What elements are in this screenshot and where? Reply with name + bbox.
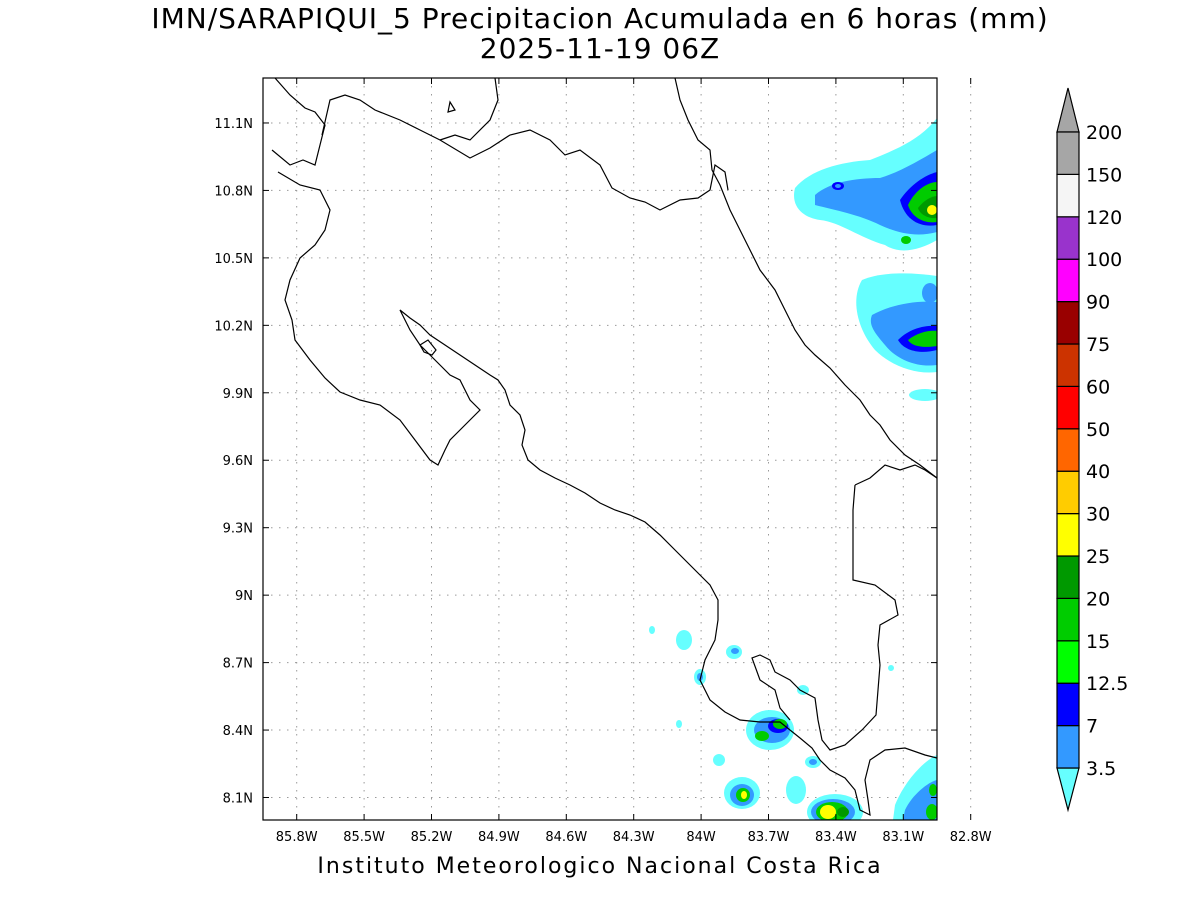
lon-tick-label: 84.6W xyxy=(545,830,587,845)
colorbar-label: 3.5 xyxy=(1086,758,1116,780)
map-title: IMN/SARAPIQUI_5 Precipitacion Acumulada … xyxy=(151,2,1049,35)
colorbar-swatch xyxy=(1056,597,1080,642)
colorbar-label: 150 xyxy=(1086,164,1122,186)
lat-tick-label: 8.1N xyxy=(223,792,253,807)
colorbar-label: 15 xyxy=(1086,631,1110,653)
lat-tick-label: 10.8N xyxy=(214,184,253,199)
colorbar-label: 120 xyxy=(1086,207,1122,229)
map-datetime: 2025-11-19 06Z xyxy=(479,32,721,65)
colorbar-swatch xyxy=(1056,682,1080,727)
latitude-axis: 11.1N 10.8N 10.5N 10.2N 9.9N 9.6N 9.3N 9N 8.7N 8.… xyxy=(214,117,937,807)
colorbar-swatch xyxy=(1056,428,1080,472)
colorbar-label: 200 xyxy=(1086,122,1122,144)
lon-tick-label: 84W xyxy=(686,830,716,845)
colorbar-max-arrow xyxy=(1056,87,1080,133)
lat-tick-label: 9.6N xyxy=(223,454,253,469)
colorbar-label: 75 xyxy=(1086,334,1110,356)
lat-tick-label: 8.4N xyxy=(223,724,253,739)
lat-tick-label: 10.5N xyxy=(214,252,253,267)
colorbar-swatch xyxy=(1056,173,1080,218)
lat-tick-label: 11.1N xyxy=(214,117,253,132)
colorbar-label: 90 xyxy=(1086,292,1110,314)
lon-tick-label: 84.9W xyxy=(478,830,520,845)
lat-tick-label: 8.7N xyxy=(223,657,253,672)
colorbar-label: 12.5 xyxy=(1086,673,1128,695)
colorbar-min-arrow xyxy=(1056,767,1080,813)
lat-tick-label: 9.3N xyxy=(223,522,253,537)
lon-tick-label: 83.7W xyxy=(748,830,790,845)
colorbar-swatch xyxy=(1056,724,1080,769)
colorbar-swatch xyxy=(1056,555,1080,600)
colorbar-label: 100 xyxy=(1086,249,1122,271)
longitude-axis: 85.8W 85.5W 85.2W 84.9W 84.6W 84.3W 84W 83.7W 83… xyxy=(276,78,992,845)
lon-tick-label: 83.1W xyxy=(882,830,924,845)
lon-tick-label: 85.8W xyxy=(276,830,318,845)
coastline xyxy=(271,78,937,817)
colorbar-swatch xyxy=(1056,512,1080,557)
lon-tick-label: 85.2W xyxy=(411,830,453,845)
lat-tick-label: 9.9N xyxy=(223,387,253,402)
colorbar-swatch xyxy=(1056,131,1080,176)
colorbar-swatch xyxy=(1056,640,1080,684)
colorbar-swatch xyxy=(1056,258,1080,303)
colorbar-label: 30 xyxy=(1086,504,1110,526)
lon-tick-label: 82.8W xyxy=(950,830,992,845)
map-grid xyxy=(263,78,972,820)
footer-credit: Instituto Meteorologico Nacional Costa R… xyxy=(317,854,883,879)
colorbar-label: 50 xyxy=(1086,419,1110,441)
colorbar-legend: 3.5 7 12.5 15 20 25 30 40 50 60 75 90 100 120 150 200 xyxy=(1056,87,1128,813)
precipitation-field xyxy=(649,118,937,820)
lat-tick-label: 10.2N xyxy=(214,319,253,334)
colorbar-swatch xyxy=(1056,343,1080,388)
lon-tick-label: 83.4W xyxy=(815,830,857,845)
colorbar-swatch xyxy=(1056,470,1080,515)
lon-tick-label: 85.5W xyxy=(343,830,385,845)
lon-tick-label: 84.3W xyxy=(613,830,655,845)
colorbar-label: 20 xyxy=(1086,588,1110,610)
colorbar-swatch xyxy=(1056,301,1080,345)
lat-tick-label: 9N xyxy=(235,589,253,604)
colorbar-swatch xyxy=(1056,385,1080,430)
map-frame xyxy=(262,77,938,821)
colorbar-label: 7 xyxy=(1086,716,1098,738)
colorbar-label: 60 xyxy=(1086,376,1110,398)
colorbar-label: 25 xyxy=(1086,546,1110,568)
colorbar-swatch xyxy=(1056,216,1080,260)
colorbar-label: 40 xyxy=(1086,461,1110,483)
